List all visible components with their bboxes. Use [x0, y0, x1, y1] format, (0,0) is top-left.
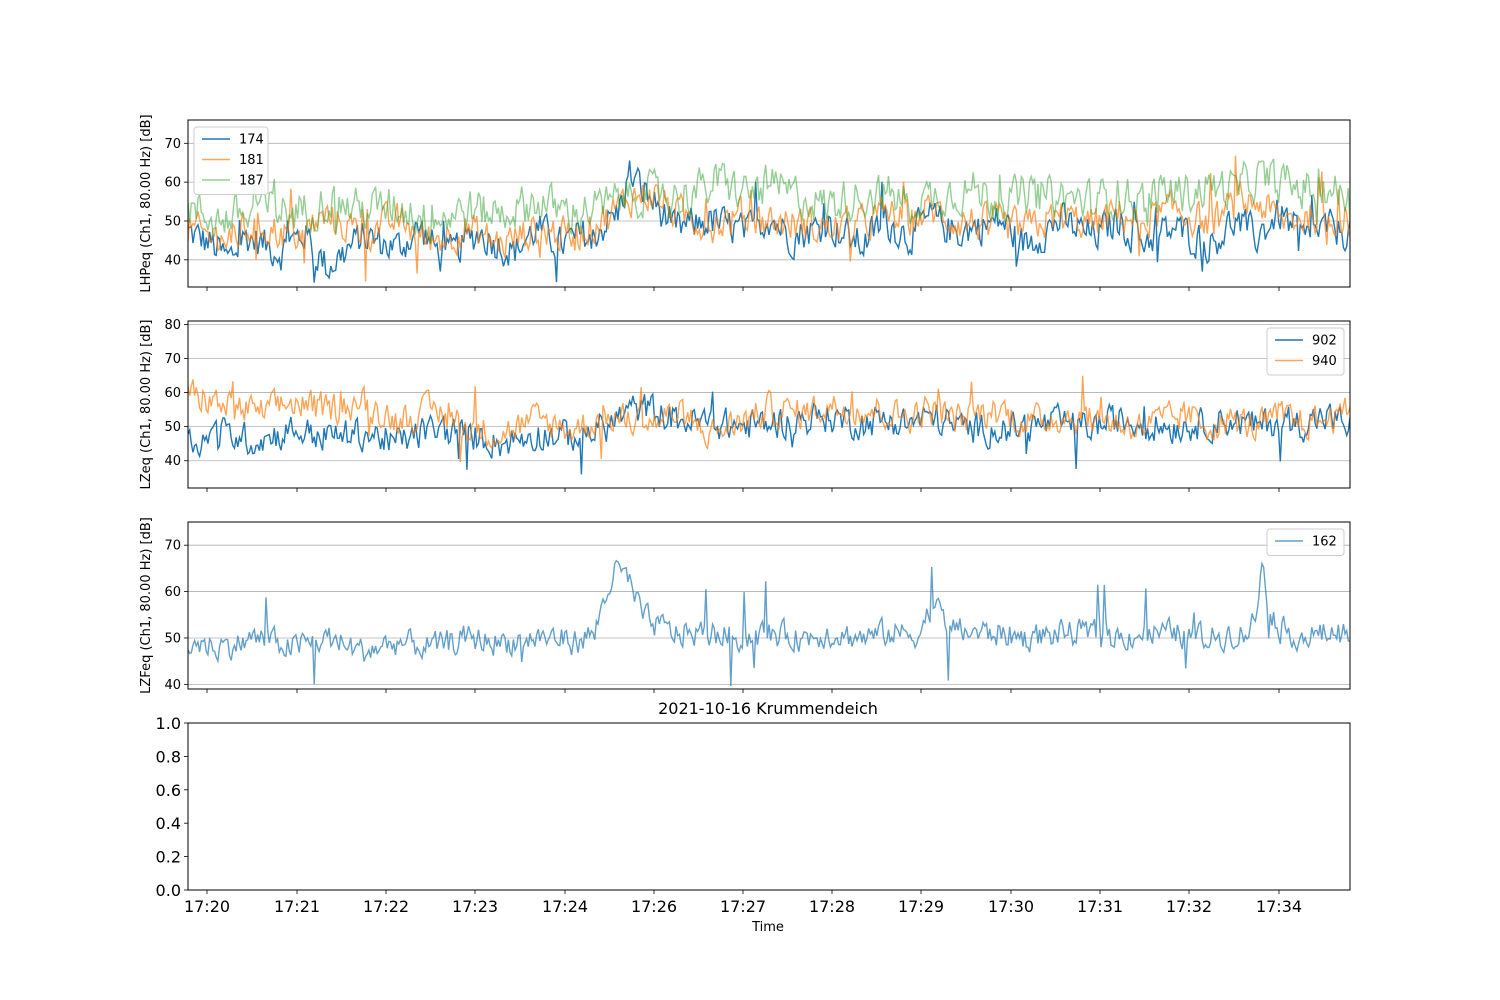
y-axis-label: LZFeq (Ch1, 80.00 Hz) [dB]: [139, 517, 154, 694]
y-tick-label: 0.2: [156, 848, 181, 867]
series-line-181: [188, 155, 1350, 282]
series-line-174: [188, 160, 1350, 283]
y-tick-label: 60: [164, 585, 181, 600]
x-tick-label: 17:31: [1077, 897, 1123, 916]
y-tick-label: 70: [164, 352, 181, 367]
axes-frame: [187, 722, 1351, 891]
y-tick-label: 80: [164, 318, 181, 333]
y-tick-label: 0.4: [156, 814, 181, 833]
y-tick-label: 0.8: [156, 747, 181, 766]
x-tick-label: 17:26: [631, 897, 677, 916]
legend: 174 181 187: [193, 126, 269, 195]
y-tick-label: 50: [164, 214, 181, 229]
y-axis-label: LHPeq (Ch1, 80.00 Hz) [dB]: [139, 114, 154, 292]
x-tick-label: 17:23: [452, 897, 498, 916]
axes-frame: [187, 320, 1351, 489]
y-tick-label: 60: [164, 176, 181, 191]
y-tick-label: 40: [164, 678, 181, 693]
x-tick-label: 17:28: [809, 897, 855, 916]
y-tick-label: 50: [164, 631, 181, 646]
panel-lzfeq: 40 50 60 70 LZFeq (Ch1, 80.00 Hz) [dB] 162: [139, 517, 1351, 694]
series-line-940: [188, 375, 1350, 463]
legend-entry: 940: [1312, 354, 1337, 369]
series-line-187: [188, 158, 1350, 244]
x-tick-label: 17:29: [898, 897, 944, 916]
axes-frame: [187, 521, 1351, 690]
x-tick-label: 17:30: [988, 897, 1034, 916]
x-tick-label: 17:22: [363, 897, 409, 916]
x-tick-label: 17:20: [184, 897, 230, 916]
y-tick-label: 50: [164, 420, 181, 435]
legend-entry: 902: [1312, 334, 1337, 349]
x-tick-label: 17:34: [1256, 897, 1302, 916]
legend-entry: 174: [239, 133, 264, 148]
y-tick-label: 70: [164, 539, 181, 554]
legend: 162: [1266, 528, 1345, 556]
legend-entry: 162: [1312, 535, 1337, 550]
x-tick-label: 17:32: [1166, 897, 1212, 916]
y-tick-label: 0.0: [156, 881, 181, 900]
y-tick-label: 0.6: [156, 781, 181, 800]
axes-frame: [187, 119, 1351, 288]
legend-entry: 187: [239, 174, 264, 189]
y-tick-label: 40: [164, 454, 181, 469]
y-tick-label: 60: [164, 386, 181, 401]
legend-entry: 181: [239, 153, 264, 168]
x-axis-label: Time: [751, 920, 784, 935]
panel-empty: 0.0 0.2 0.4 0.6 0.8 1.0 17:20 17:21 17:22 17:23 17…: [156, 714, 1351, 916]
y-tick-label: 40: [164, 253, 181, 268]
figure-title: 2021-10-16 Krummendeich: [658, 699, 878, 718]
x-tick-label: 17:24: [542, 897, 588, 916]
y-tick-label: 70: [164, 137, 181, 152]
x-tick-label: 17:27: [720, 897, 766, 916]
y-tick-label: 1.0: [156, 714, 181, 733]
panel-lhpeq: 40 50 60 70 LHPeq (Ch1, 80.00 Hz) [dB] 174 181…: [139, 114, 1351, 293]
y-axis-label: LZeq (Ch1, 80.00 Hz) [dB]: [139, 320, 154, 490]
series-line-162: [188, 559, 1350, 687]
series-line-902: [188, 391, 1350, 475]
x-tick-label: 17:21: [274, 897, 320, 916]
